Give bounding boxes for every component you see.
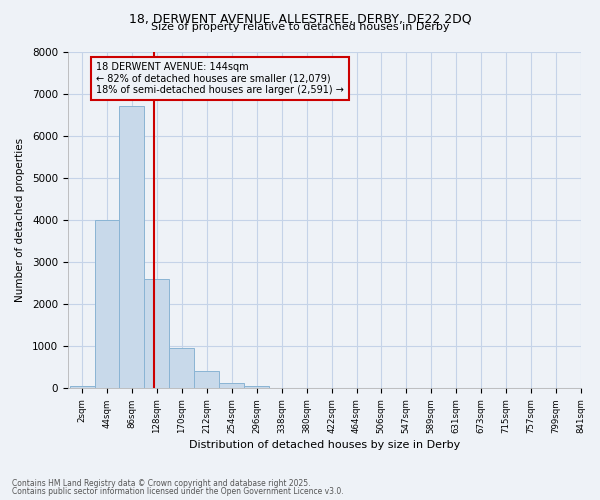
Bar [119, 106, 145, 388]
Text: Contains public sector information licensed under the Open Government Licence v3: Contains public sector information licen… [12, 487, 344, 496]
Text: 18 DERWENT AVENUE: 144sqm
← 82% of detached houses are smaller (12,079)
18% of s: 18 DERWENT AVENUE: 144sqm ← 82% of detac… [97, 62, 344, 95]
Bar [244, 386, 269, 388]
X-axis label: Distribution of detached houses by size in Derby: Distribution of detached houses by size … [188, 440, 460, 450]
Bar [219, 383, 244, 388]
Bar [169, 348, 194, 389]
Bar [194, 371, 219, 388]
Text: Contains HM Land Registry data © Crown copyright and database right 2025.: Contains HM Land Registry data © Crown c… [12, 479, 311, 488]
Bar [70, 386, 95, 388]
Bar [95, 220, 119, 388]
Text: 18, DERWENT AVENUE, ALLESTREE, DERBY, DE22 2DQ: 18, DERWENT AVENUE, ALLESTREE, DERBY, DE… [128, 12, 472, 26]
Text: Size of property relative to detached houses in Derby: Size of property relative to detached ho… [151, 22, 449, 32]
Bar [145, 279, 169, 388]
Y-axis label: Number of detached properties: Number of detached properties [15, 138, 25, 302]
